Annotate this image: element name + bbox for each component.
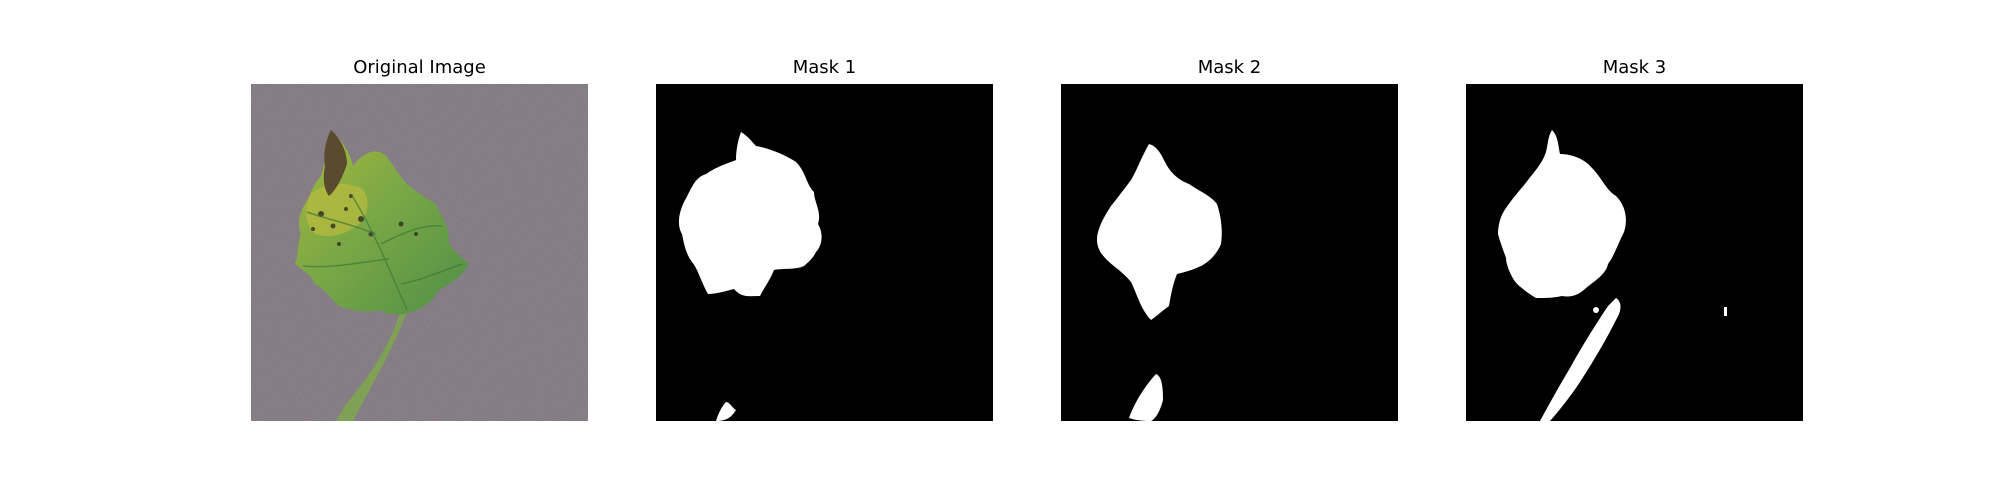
panel-mask-2: Mask 2 <box>1061 56 1398 426</box>
original-leaf-photo <box>251 84 588 421</box>
leaf-lesion <box>323 130 347 196</box>
panel-original-image: Original Image <box>251 56 588 426</box>
mask-2-leaf <box>1097 144 1222 320</box>
panel-title: Original Image <box>353 57 486 78</box>
panel-mask-3: Mask 3 <box>1466 56 1803 426</box>
mask-3-leaf <box>1498 130 1626 298</box>
panel-title: Mask 3 <box>1602 57 1667 78</box>
mask-1-leaf <box>678 132 822 297</box>
panel-title: Mask 2 <box>1197 57 1262 78</box>
mask-3-image <box>1466 84 1803 421</box>
mask-2-image <box>1061 84 1398 421</box>
mask-3-stem <box>1540 298 1621 421</box>
leaf-stem <box>336 309 407 421</box>
mask-1-image <box>656 84 993 421</box>
panel-title: Mask 1 <box>792 57 857 78</box>
panel-mask-1: Mask 1 <box>656 56 993 426</box>
